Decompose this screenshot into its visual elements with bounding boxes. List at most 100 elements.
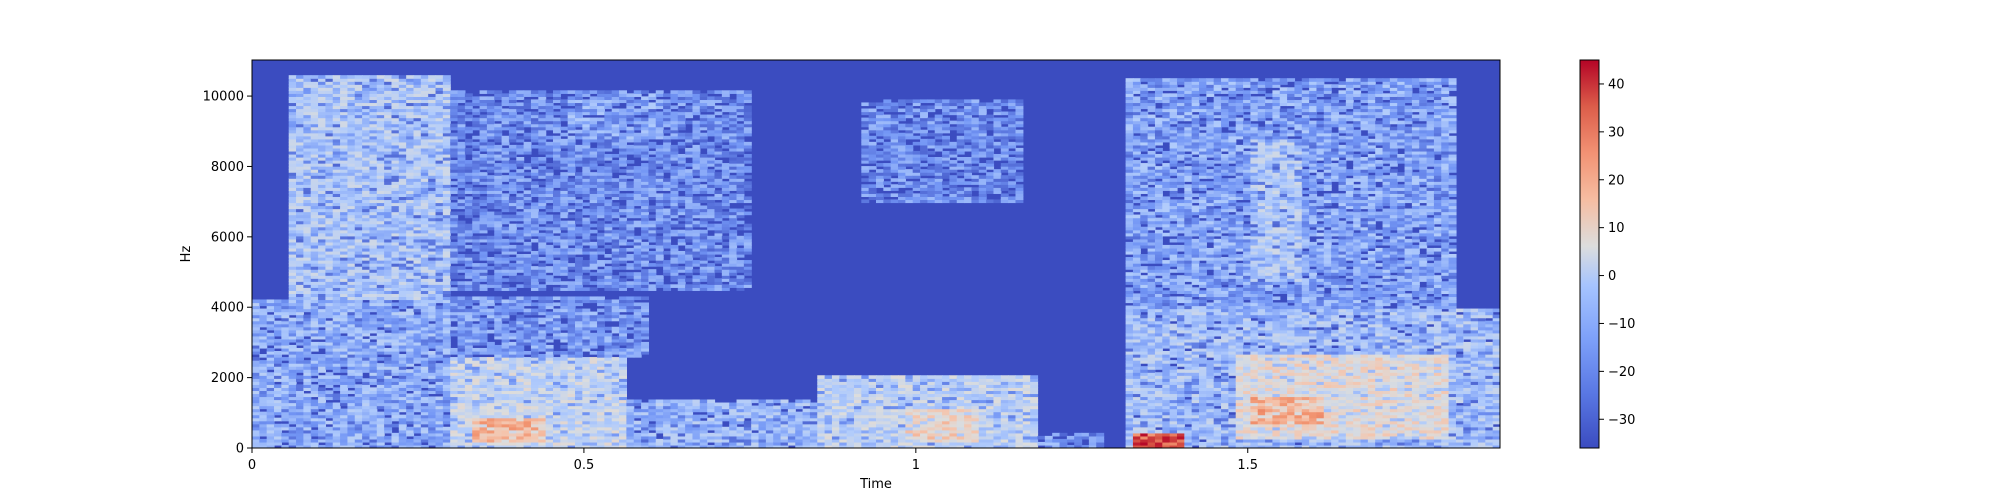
spectrogram-cell: [325, 351, 334, 355]
spectrogram-cell: [589, 172, 598, 176]
spectrogram-cell: [318, 166, 327, 170]
spectrogram-cell: [428, 153, 437, 158]
spectrogram-cell: [464, 211, 473, 216]
spectrogram-cell: [494, 296, 503, 301]
spectrogram-cell: [582, 144, 591, 149]
spectrogram-cell: [354, 402, 363, 407]
spectrogram-cell: [266, 299, 275, 304]
spectrogram-cell: [560, 369, 569, 373]
spectrogram-cell: [318, 387, 327, 392]
spectrogram-cell: [266, 347, 275, 352]
spectrogram-cell: [501, 372, 510, 376]
spectrogram-cell: [523, 441, 532, 446]
spectrogram-cell: [523, 260, 532, 264]
spectrogram-cell: [310, 129, 319, 134]
spectrogram-cell: [597, 444, 605, 448]
spectrogram-cell: [530, 229, 539, 234]
spectrogram-cell: [545, 366, 554, 370]
spectrogram-cell: [428, 332, 437, 337]
spectrogram-cell: [296, 202, 304, 207]
spectrogram-cell: [538, 202, 547, 207]
spectrogram-cell: [552, 351, 561, 355]
spectrogram-cell: [501, 438, 510, 443]
spectrogram-cell: [413, 314, 422, 319]
spectrogram-cell: [589, 147, 598, 152]
spectrogram-cell: [420, 390, 429, 395]
spectrogram-cell: [516, 396, 525, 401]
spectrogram-cell: [347, 114, 356, 119]
spectrogram-cell: [442, 335, 451, 340]
spectrogram-cell: [362, 360, 371, 364]
spectrogram-cell: [325, 341, 334, 346]
spectrogram-cell: [472, 241, 481, 246]
spectrogram-cell: [494, 378, 503, 382]
spectrogram-cell: [545, 384, 554, 388]
spectrogram-cell: [347, 181, 356, 185]
spectrogram-cell: [538, 193, 547, 198]
spectrogram-cell: [486, 308, 495, 313]
spectrogram-cell: [479, 278, 488, 282]
spectrogram-cell: [523, 132, 532, 137]
spectrogram-cell: [376, 329, 385, 334]
spectrogram-cell: [472, 357, 481, 361]
spectrogram-cell: [472, 111, 481, 116]
spectrogram-cell: [560, 254, 569, 258]
spectrogram-cell: [450, 150, 459, 155]
spectrogram-cell: [303, 314, 312, 319]
spectrogram-cell: [354, 160, 363, 164]
spectrogram-cell: [435, 296, 444, 301]
spectrogram-cell: [288, 347, 297, 352]
spectrogram-cell: [530, 438, 539, 443]
spectrogram-cell: [435, 169, 444, 173]
spectrogram-cell: [567, 190, 576, 194]
spectrogram-cell: [494, 281, 503, 285]
spectrogram-cell: [479, 175, 488, 179]
spectrogram-cell: [538, 341, 547, 346]
spectrogram-cell: [597, 111, 605, 116]
spectrogram-cell: [325, 375, 334, 379]
spectrogram-cell: [384, 254, 393, 258]
spectrogram-cell: [538, 141, 547, 146]
spectrogram-cell: [362, 84, 371, 88]
spectrogram-cell: [259, 354, 268, 358]
spectrogram-cell: [538, 423, 547, 428]
spectrogram-cell: [362, 369, 371, 373]
spectrogram-cell: [435, 90, 444, 94]
spectrogram-cell: [340, 117, 349, 122]
spectrogram-cell: [486, 432, 495, 437]
spectrogram-cell: [420, 438, 429, 443]
spectrogram-cell: [530, 138, 539, 143]
spectrogram-cell: [310, 211, 319, 216]
spectrogram-cell: [347, 275, 356, 279]
spectrogram-cell: [369, 226, 378, 231]
spectrogram-cell: [567, 299, 576, 304]
spectrogram-cell: [369, 435, 378, 440]
spectrogram-cell: [442, 117, 451, 122]
spectrogram-cell: [310, 305, 319, 310]
spectrogram-cell: [435, 411, 444, 416]
spectrogram-cell: [508, 408, 517, 413]
spectrogram-cell: [552, 441, 561, 446]
spectrogram-cell: [362, 275, 371, 279]
spectrogram-cell: [406, 172, 415, 176]
spectrogram-cell: [516, 360, 525, 364]
spectrogram-cell: [604, 232, 613, 237]
spectrogram-cell: [362, 141, 371, 146]
spectrogram-cell: [281, 381, 290, 385]
spectrogram-cell: [288, 435, 297, 440]
spectrogram-cell: [428, 90, 437, 94]
spectrogram-cell: [530, 157, 539, 161]
spectrogram-cell: [494, 417, 503, 422]
spectrogram-cell: [376, 205, 385, 210]
spectrogram-cell: [582, 414, 591, 419]
spectrogram-cell: [501, 123, 510, 128]
spectrogram-cell: [413, 123, 422, 128]
spectrogram-cell: [582, 287, 591, 291]
spectrogram-cell: [501, 199, 510, 204]
spectrogram-cell: [398, 257, 407, 261]
spectrogram-cell: [589, 163, 598, 167]
spectrogram-cell: [435, 190, 444, 194]
spectrogram-cell: [472, 326, 481, 331]
spectrogram-cell: [435, 157, 444, 161]
spectrogram-cell: [325, 235, 334, 240]
